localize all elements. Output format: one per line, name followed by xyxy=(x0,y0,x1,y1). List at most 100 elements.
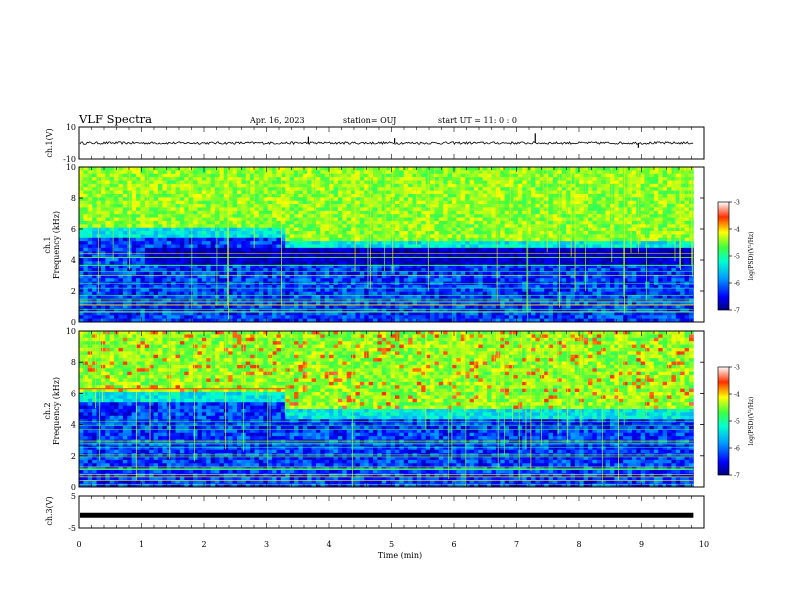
ch1-spectrogram-cell xyxy=(425,305,431,309)
ch1-spectrogram-cell xyxy=(294,180,299,185)
ch1-spectrogram-cell xyxy=(473,284,479,289)
ch1-spectrogram-cell xyxy=(373,278,378,282)
ch1-spectrogram-cell xyxy=(219,187,225,191)
ch1-spectrogram-cell xyxy=(114,264,119,269)
ch1-spectrogram-cell xyxy=(364,315,370,320)
ch1-spectrogram-cell xyxy=(351,264,356,269)
ch1-spectrogram-cell xyxy=(210,177,216,181)
ch1-spectrogram-cell xyxy=(408,268,413,272)
ch1-spectrogram-cell xyxy=(438,244,444,249)
ch1-spectrogram-cell xyxy=(228,220,233,225)
ch1-spectrogram-cell xyxy=(469,193,475,198)
ch1-spectrogram-cell xyxy=(368,298,374,303)
ch1-spectrogram-cell xyxy=(324,207,330,212)
ch1-spectrogram-cell xyxy=(87,315,93,320)
ch1-spectrogram-cell xyxy=(500,227,506,232)
ch1-spectrogram-cell xyxy=(79,227,84,232)
ch1-spectrogram-cell xyxy=(346,315,352,320)
ch1-spectrogram-cell xyxy=(236,237,242,242)
ch1-spectrogram-cell xyxy=(105,264,111,269)
ch1-spectrogram-cell xyxy=(258,227,264,232)
ch1-spectrogram-cell xyxy=(482,274,488,279)
ch1-spectrogram-cell xyxy=(184,268,190,272)
ch1-spectrogram-cell xyxy=(425,318,431,323)
ch1-spectrogram-cell xyxy=(153,254,159,259)
ch1-spectrogram-cell xyxy=(408,257,413,262)
ch1-spectrogram-cell xyxy=(500,220,506,225)
ch1-spectrogram-cell xyxy=(96,301,102,306)
ch1-spectrogram-cell xyxy=(412,291,418,296)
ch1-spectrogram-cell xyxy=(210,227,216,232)
ch1-spectrogram-cell xyxy=(434,190,440,195)
ch1-spectrogram-cell xyxy=(105,200,111,205)
ch1-spectrogram-cell xyxy=(289,261,295,266)
ch1-spectrogram-cell xyxy=(223,268,229,272)
ch1-spectrogram-cell xyxy=(447,241,453,245)
ch1-spectrogram-cell xyxy=(465,177,470,181)
ch1-spectrogram-cell xyxy=(254,193,260,198)
ch1-spectrogram-cell xyxy=(241,274,247,279)
ch1-spectrogram-cell xyxy=(188,268,194,272)
ch1-spectrogram-cell xyxy=(346,210,352,215)
ch1-spectrogram-cell xyxy=(149,295,154,299)
ch1-spectrogram-cell xyxy=(298,167,304,171)
ch1-spectrogram-cell xyxy=(245,318,251,323)
ch1-spectrogram-cell xyxy=(245,284,251,289)
ch1-spectrogram-cell xyxy=(434,220,440,225)
ch1-spectrogram-cell xyxy=(223,190,229,195)
ch1-spectrogram-cell xyxy=(469,291,475,296)
ch1-spectrogram-cell xyxy=(144,254,150,259)
ch1-spectrogram-cell xyxy=(162,180,168,185)
ch1-spectrogram-cell xyxy=(522,295,528,299)
ch1-spectrogram-cell xyxy=(491,288,497,293)
ch1-spectrogram-cell xyxy=(179,244,185,249)
ch1-spectrogram-cell xyxy=(307,305,312,309)
ch1-spectrogram-cell xyxy=(114,308,119,313)
ch1-spectrogram-cell xyxy=(122,214,128,218)
ch1-spectrogram-cell xyxy=(254,244,260,249)
ch1-spectrogram-cell xyxy=(460,204,466,208)
ch1-spectrogram-cell xyxy=(333,167,339,171)
ch1-spectrogram-cell xyxy=(175,241,181,245)
ch1-spectrogram-cell xyxy=(140,301,146,306)
ch1-spectrogram-cell xyxy=(241,247,247,252)
ch1-spectrogram-cell xyxy=(87,271,93,276)
ch1-spectrogram-cell xyxy=(364,271,370,276)
ch1-spectrogram-cell xyxy=(245,167,251,171)
ch1-spectrogram-cell xyxy=(114,254,119,259)
ch1-spectrogram-cell xyxy=(342,204,348,208)
ch1-spectrogram-cell xyxy=(478,214,484,218)
ch1-spectrogram-cell xyxy=(109,177,115,181)
ch1-spectrogram-cell xyxy=(386,278,391,282)
ch1-spectrogram-cell xyxy=(245,231,251,235)
ch1-spectrogram-cell xyxy=(531,170,536,175)
ch1-spectrogram-cell xyxy=(456,170,462,175)
ch1-spectrogram-cell xyxy=(215,308,220,313)
ch1-spectrogram-cell xyxy=(452,278,457,282)
ch1-spectrogram-cell xyxy=(236,197,242,202)
ch1-spectrogram-cell xyxy=(272,244,277,249)
ch1-spectrogram-cell xyxy=(491,190,497,195)
ch1-spectrogram-cell xyxy=(465,217,470,222)
ch1-spectrogram-cell xyxy=(517,247,523,252)
ch1-spectrogram-cell xyxy=(201,227,207,232)
ch1-spectrogram-cell xyxy=(267,298,273,303)
ch1-spectrogram-cell xyxy=(469,190,475,195)
ch1-spectrogram-cell xyxy=(346,271,352,276)
ch1-spectrogram-cell xyxy=(254,288,260,293)
ch1-spectrogram-cell xyxy=(346,291,352,296)
ch1-spectrogram-cell xyxy=(232,224,238,229)
ch1-spectrogram-cell xyxy=(509,241,514,245)
ch1-spectrogram-cell xyxy=(179,210,185,215)
ch1-spectrogram-cell xyxy=(289,244,295,249)
ch1-spectrogram-cell xyxy=(289,278,295,282)
ch1-spectrogram-cell xyxy=(206,247,212,252)
ch1-spectrogram-cell xyxy=(285,207,291,212)
ch1-spectrogram-cell xyxy=(381,315,387,320)
ch1-spectrogram-cell xyxy=(228,278,233,282)
ch1-spectrogram-cell xyxy=(495,180,501,185)
ch1-spectrogram-cell xyxy=(276,261,282,266)
ch1-spectrogram-cell xyxy=(355,295,361,299)
ch1-spectrogram-cell xyxy=(377,217,383,222)
ch1-spectrogram-cell xyxy=(359,315,365,320)
